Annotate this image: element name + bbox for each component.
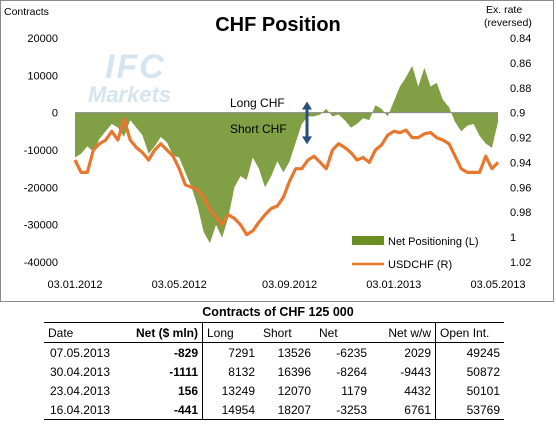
legend-label-line: USDCHF (R) (388, 259, 452, 271)
cell-open-int: 50872 (466, 364, 500, 379)
cell-short: 13526 (277, 345, 311, 360)
right-tick-label: 0.84 (510, 33, 531, 45)
table-row: 16.04.2013 -441 14954 18207 -3253 6761 5… (44, 400, 504, 420)
chart-title: CHF Position (215, 14, 341, 36)
cell-net-mln: -1111 (114, 362, 203, 381)
watermark-logo: IFC (105, 48, 166, 86)
arrow-up-head (302, 101, 312, 110)
table-row: 23.04.2013 156 13249 12070 1179 4432 501… (44, 381, 504, 400)
right-tick-label: 0.92 (510, 133, 531, 145)
cell-open-int: 50101 (466, 383, 500, 398)
table-header-row: Date Net ($ mln) Long Short Net Net w/w … (44, 322, 504, 343)
x-tick-label: 03.09.2012 (262, 279, 317, 291)
cell-net: -6235 (336, 345, 367, 360)
left-tick-label: -40000 (24, 257, 58, 269)
x-tick-label: 03.05.2013 (470, 279, 525, 291)
cell-short: 18207 (259, 400, 315, 420)
cell-net-ww: 2029 (371, 342, 436, 362)
right-axis-label-line2: (reversed) (484, 17, 532, 29)
cell-long: 7291 (228, 345, 255, 360)
cell-short: 16396 (277, 364, 311, 379)
right-tick-label: 0.9 (510, 108, 525, 120)
right-tick-label: 0.98 (510, 207, 531, 219)
col-long: Long (202, 322, 259, 343)
x-tick-label: 03.05.2012 (152, 279, 207, 291)
cell-net-ww: -9443 (371, 362, 436, 381)
cell-date: 23.04.2013 (49, 383, 110, 398)
cell-net-ww: 6761 (371, 400, 436, 420)
left-tick-label: 20000 (27, 33, 58, 45)
right-tick-label: 0.86 (510, 58, 531, 70)
cell-net: 1179 (341, 383, 367, 398)
right-tick-label: 1.02 (510, 257, 531, 269)
annotation-long: Long CHF (230, 96, 285, 110)
cell-net-mln: -441 (114, 400, 203, 420)
cell-net: -3253 (315, 400, 371, 420)
col-net-mln: Net ($ mln) (114, 322, 203, 343)
positions-table: Date Net ($ mln) Long Short Net Net w/w … (44, 322, 504, 420)
x-tick-label: 03.01.2012 (47, 279, 102, 291)
left-axis-label: Contracts (4, 6, 49, 18)
col-net-ww: Net w/w (371, 322, 436, 343)
cell-date: 07.05.2013 (49, 345, 110, 360)
cell-short: 12070 (277, 383, 311, 398)
x-tick-label: 03.01.2013 (366, 279, 421, 291)
col-open-int: Open Int. (435, 322, 504, 343)
cell-long: 8132 (228, 364, 255, 379)
net-positioning-area (75, 66, 498, 244)
cell-net: -8264 (336, 364, 367, 379)
usdchf-line (73, 117, 500, 237)
watermark-logo-text: Markets (88, 82, 171, 107)
arrow-down-head (302, 136, 312, 145)
cell-net-mln: -829 (114, 342, 203, 362)
cell-long: 14954 (202, 400, 259, 420)
table-title: Contracts of CHF 125 000 (202, 305, 354, 319)
table-row: 07.05.2013 -829 7291 13526 -6235 2029 49… (44, 342, 504, 362)
cell-net-ww: 4432 (371, 381, 436, 400)
cell-date: 16.04.2013 (44, 400, 114, 420)
col-date: Date (44, 322, 114, 343)
left-tick-label: -10000 (24, 145, 58, 157)
cell-net-mln: 156 (114, 381, 203, 400)
cell-date: 30.04.2013 (49, 364, 110, 379)
right-tick-label: 0.94 (510, 157, 531, 169)
legend-label-area: Net Positioning (L) (388, 236, 479, 248)
right-tick-label: 0.96 (510, 182, 531, 194)
left-tick-label: -20000 (24, 182, 58, 194)
cell-long: 13249 (221, 383, 255, 398)
cell-open-int: 53769 (435, 400, 504, 420)
table-row: 30.04.2013 -1111 8132 16396 -8264 -9443 … (44, 362, 504, 381)
right-tick-label: 0.88 (510, 83, 531, 95)
left-tick-label: -30000 (24, 220, 58, 232)
left-tick-label: 0 (52, 108, 58, 120)
right-axis-label-line1: Ex. rate (486, 4, 523, 16)
cell-open-int: 49245 (466, 345, 500, 360)
col-net: Net (315, 322, 371, 343)
left-tick-label: 10000 (27, 70, 58, 82)
legend-swatch-area (352, 236, 384, 245)
col-short: Short (259, 322, 315, 343)
annotation-short: Short CHF (230, 122, 287, 136)
right-tick-label: 1 (510, 232, 516, 244)
